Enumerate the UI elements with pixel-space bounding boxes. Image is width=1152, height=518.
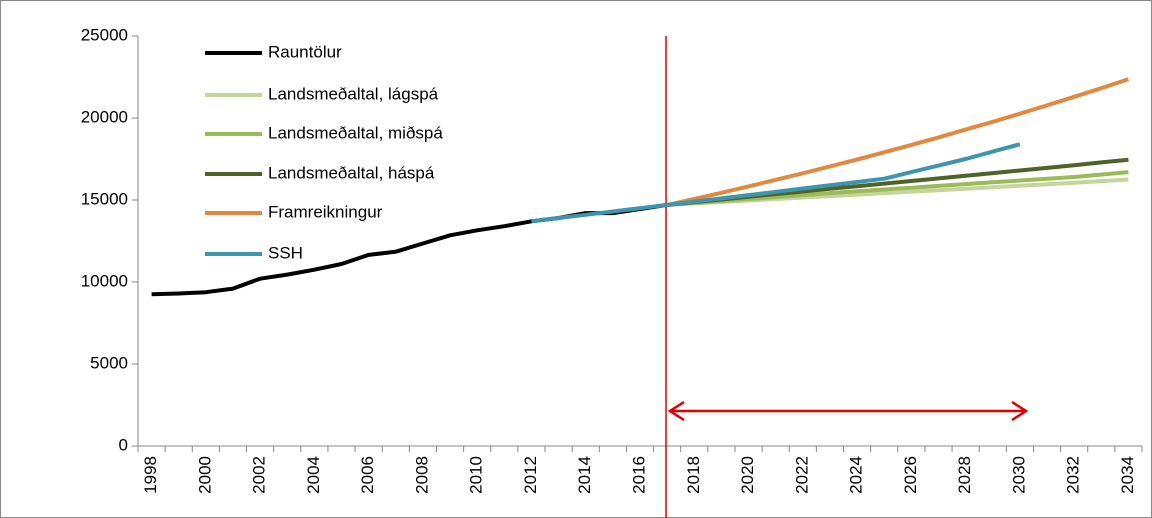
legend-label: SSH bbox=[268, 243, 303, 262]
legend-label: Landsmeðaltal, lágspá bbox=[268, 84, 439, 103]
x-tick-label: 2004 bbox=[304, 456, 323, 494]
x-tick-label: 2028 bbox=[955, 456, 974, 494]
legend-label: Landsmeðaltal, miðspá bbox=[268, 123, 443, 142]
x-tick-label: 2014 bbox=[575, 456, 594, 494]
x-tick-label: 2000 bbox=[195, 456, 214, 494]
x-tick-label: 2018 bbox=[684, 456, 703, 494]
x-tick-label: 2024 bbox=[847, 456, 866, 494]
x-tick-label: 2002 bbox=[250, 456, 269, 494]
y-tick-label: 5000 bbox=[90, 353, 128, 372]
x-tick-label: 2010 bbox=[467, 456, 486, 494]
y-tick-label: 10000 bbox=[81, 271, 128, 290]
x-tick-label: 2030 bbox=[1009, 456, 1028, 494]
x-tick-label: 1998 bbox=[141, 456, 160, 494]
arrow-head-left bbox=[667, 400, 685, 422]
x-tick-label: 2016 bbox=[629, 456, 648, 494]
x-tick-label: 2012 bbox=[521, 456, 540, 494]
legend-label: Framreikningur bbox=[268, 202, 383, 221]
legend-label: Rauntölur bbox=[268, 42, 342, 61]
y-tick-label: 25000 bbox=[81, 25, 128, 44]
x-tick-label: 2020 bbox=[738, 456, 757, 494]
x-tick-label: 2006 bbox=[358, 456, 377, 494]
x-tick-label: 2026 bbox=[901, 456, 920, 494]
series-line bbox=[531, 142, 1021, 224]
arrow-head-right bbox=[1011, 400, 1029, 422]
x-tick-label: 2032 bbox=[1064, 456, 1083, 494]
x-tick-label: 2022 bbox=[792, 456, 811, 494]
legend-label: Landsmeðaltal, háspá bbox=[268, 163, 435, 182]
y-tick-label: 20000 bbox=[81, 107, 128, 126]
y-tick-label: 0 bbox=[119, 435, 128, 454]
x-tick-label: 2008 bbox=[412, 456, 431, 494]
series-line bbox=[666, 170, 1129, 207]
x-tick-label: 2034 bbox=[1118, 456, 1137, 494]
y-tick-label: 15000 bbox=[81, 189, 128, 208]
series-line bbox=[666, 77, 1130, 207]
